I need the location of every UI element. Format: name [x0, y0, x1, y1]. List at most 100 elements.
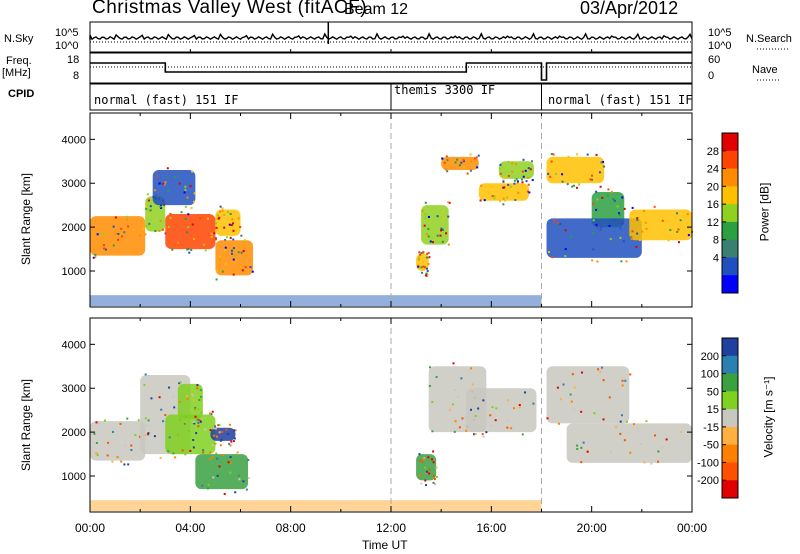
velocity-speckle — [225, 428, 228, 431]
power-speckle — [641, 230, 644, 233]
velocity-speckle — [168, 386, 171, 389]
power-speckle — [606, 194, 609, 197]
velocity-speckle — [143, 383, 146, 386]
power-speckle — [191, 223, 194, 226]
velocity-colorbar-label: 50 — [707, 386, 719, 398]
velocity-data-region — [546, 366, 630, 424]
power-speckle — [225, 262, 228, 265]
velocity-speckle — [95, 452, 98, 455]
velocity-speckle — [209, 451, 212, 454]
velocity-speckle — [206, 487, 209, 490]
velocity-speckle — [144, 373, 147, 376]
beam-label: Beam 12 — [344, 1, 409, 18]
power-ytick-label: 1000 — [62, 266, 86, 278]
velocity-speckle — [215, 452, 218, 455]
power-speckle — [570, 236, 573, 239]
power-speckle — [687, 234, 690, 237]
power-speckle — [476, 166, 479, 169]
velocity-speckle — [218, 431, 221, 434]
power-speckle — [653, 205, 656, 208]
power-speckle — [619, 236, 622, 239]
power-speckle — [595, 153, 598, 156]
velocity-ground-scatter — [90, 500, 542, 512]
power-speckle — [183, 191, 186, 194]
power-speckle — [228, 223, 231, 226]
velocity-speckle — [215, 435, 218, 438]
power-speckle — [439, 234, 442, 237]
power-speckle — [158, 229, 161, 232]
power-speckle — [575, 153, 578, 156]
velocity-speckle — [202, 449, 205, 452]
velocity-speckle — [214, 442, 217, 445]
power-speckle — [462, 166, 465, 169]
power-speckle — [193, 192, 196, 195]
power-speckle — [166, 167, 169, 170]
velocity-colorbar-label: -200 — [697, 475, 719, 487]
velocity-speckle — [632, 423, 635, 426]
power-speckle — [417, 264, 420, 267]
velocity-speckle — [168, 436, 171, 439]
velocity-speckle — [196, 387, 199, 390]
power-speckle — [221, 207, 224, 210]
velocity-speckle — [153, 435, 156, 438]
power-speckle — [184, 205, 187, 208]
xaxis-tick-label: 00:00 — [677, 521, 707, 535]
power-data-region — [152, 170, 196, 206]
power-speckle — [447, 215, 450, 218]
power-speckle — [644, 221, 647, 224]
velocity-colorbar-cell — [722, 480, 738, 499]
power-speckle — [571, 185, 574, 188]
power-speckle — [204, 249, 207, 252]
power-speckle — [242, 250, 245, 253]
velocity-speckle — [216, 474, 219, 477]
power-speckle — [592, 219, 595, 222]
power-speckle — [630, 237, 633, 240]
power-speckle — [147, 199, 150, 202]
velocity-colorbar-label: 200 — [701, 351, 719, 363]
power-speckle — [454, 161, 457, 164]
power-speckle — [251, 270, 254, 273]
power-speckle — [602, 250, 605, 253]
velocity-data-region — [566, 423, 692, 463]
power-speckle — [158, 182, 161, 185]
power-speckle — [613, 240, 616, 243]
velocity-speckle — [211, 444, 214, 447]
velocity-speckle — [650, 462, 653, 465]
velocity-speckle — [518, 404, 521, 407]
power-speckle — [219, 210, 222, 213]
freq-unit-label: [MHz] — [2, 67, 31, 79]
power-speckle — [441, 157, 444, 160]
velocity-speckle — [96, 453, 99, 456]
velocity-ytick-label: 1000 — [62, 471, 86, 483]
velocity-speckle — [204, 428, 207, 431]
velocity-speckle — [573, 408, 576, 411]
velocity-speckle — [124, 444, 127, 447]
power-speckle — [191, 170, 194, 173]
velocity-speckle — [679, 430, 682, 433]
power-speckle — [427, 235, 430, 238]
power-speckle — [480, 184, 483, 187]
power-speckle — [623, 207, 626, 210]
velocity-colorbar-label: 15 — [707, 404, 719, 416]
power-speckle — [138, 234, 141, 237]
velocity-colorbar-cell — [722, 462, 738, 481]
velocity-speckle — [198, 399, 201, 402]
power-speckle — [167, 176, 170, 179]
power-speckle — [92, 256, 95, 259]
power-speckle — [516, 181, 519, 184]
velocity-speckle — [432, 481, 435, 484]
power-speckle — [566, 183, 569, 186]
power-speckle — [132, 228, 135, 231]
velocity-speckle — [428, 472, 431, 475]
power-speckle — [491, 195, 494, 198]
power-speckle — [592, 202, 595, 205]
power-speckle — [531, 160, 534, 163]
power-speckle — [232, 247, 235, 250]
velocity-speckle — [211, 456, 214, 459]
power-speckle — [231, 222, 234, 225]
velocity-speckle — [213, 442, 216, 445]
xaxis-tick-label: 04:00 — [175, 521, 205, 535]
velocity-speckle — [629, 451, 632, 454]
velocity-speckle — [625, 420, 628, 423]
